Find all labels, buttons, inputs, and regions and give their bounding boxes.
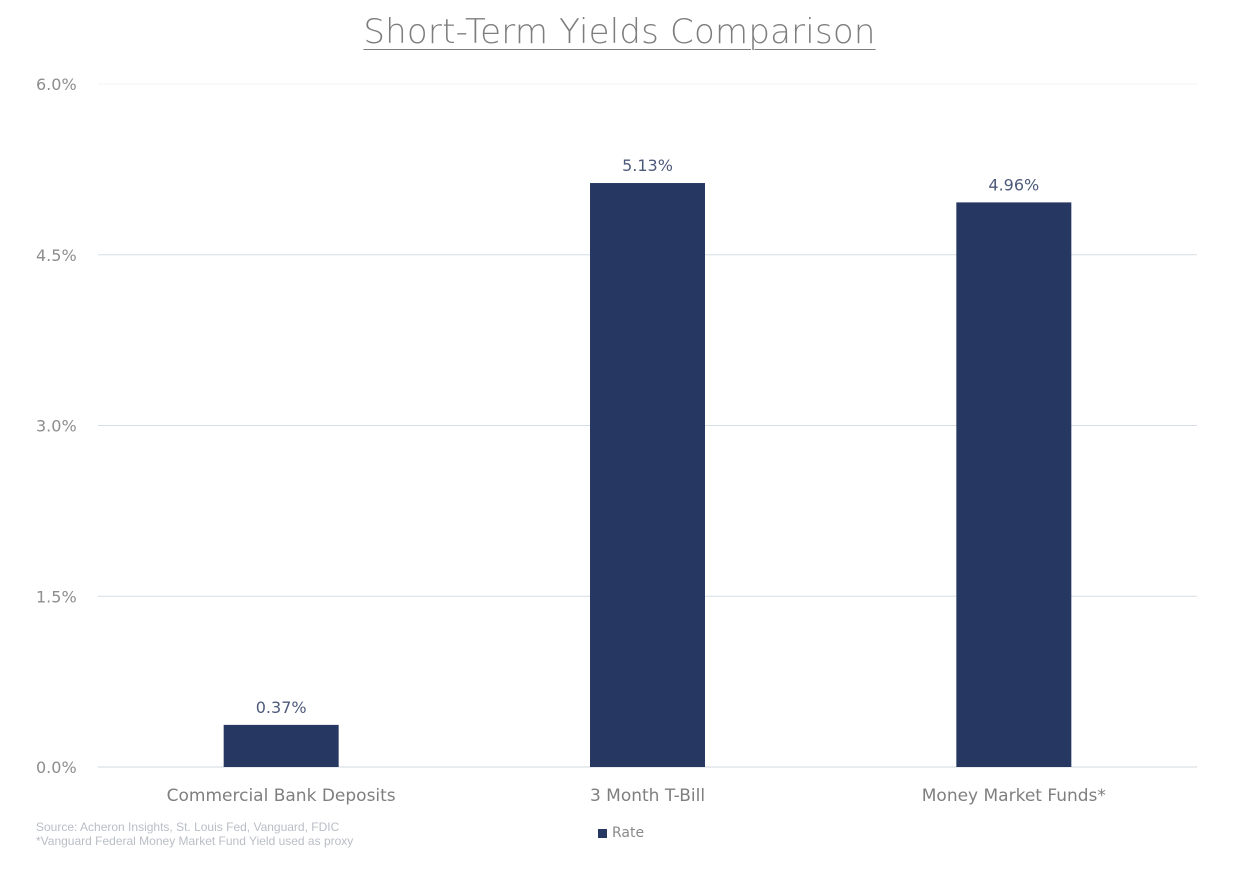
- source-line: Source: Acheron Insights, St. Louis Fed,…: [36, 820, 340, 834]
- chart-title: Short-Term Yields Comparison: [363, 12, 876, 52]
- y-tick-label: 6.0%: [36, 75, 77, 94]
- y-axis-ticks: 0.0% 1.5% 3.0% 4.5% 6.0%: [36, 75, 77, 777]
- x-tick-label: Money Market Funds*: [922, 786, 1106, 806]
- bar: [956, 202, 1072, 768]
- proxy-note: *Vanguard Federal Money Market Fund Yiel…: [36, 834, 354, 848]
- bars: [223, 183, 1072, 768]
- bar: [223, 724, 339, 767]
- x-tick-label: Commercial Bank Deposits: [167, 786, 396, 806]
- legend: Rate: [598, 825, 644, 841]
- y-tick-label: 1.5%: [36, 587, 77, 606]
- data-labels: 0.37% 5.13% 4.96%: [256, 156, 1039, 717]
- legend-swatch-rate: [598, 828, 607, 838]
- data-label: 5.13%: [622, 156, 673, 175]
- y-tick-label: 0.0%: [36, 758, 77, 777]
- y-tick-label: 3.0%: [36, 417, 77, 436]
- bar: [590, 183, 705, 767]
- y-tick-label: 4.5%: [36, 246, 77, 265]
- data-label: 0.37%: [256, 698, 307, 717]
- source-note: Source: Acheron Insights, St. Louis Fed,…: [36, 820, 353, 848]
- data-label: 4.96%: [988, 175, 1039, 194]
- legend-label-rate: Rate: [612, 825, 645, 841]
- x-tick-label: 3 Month T-Bill: [590, 786, 705, 806]
- x-axis-ticks: Commercial Bank Deposits 3 Month T-Bill Mo…: [167, 786, 1106, 806]
